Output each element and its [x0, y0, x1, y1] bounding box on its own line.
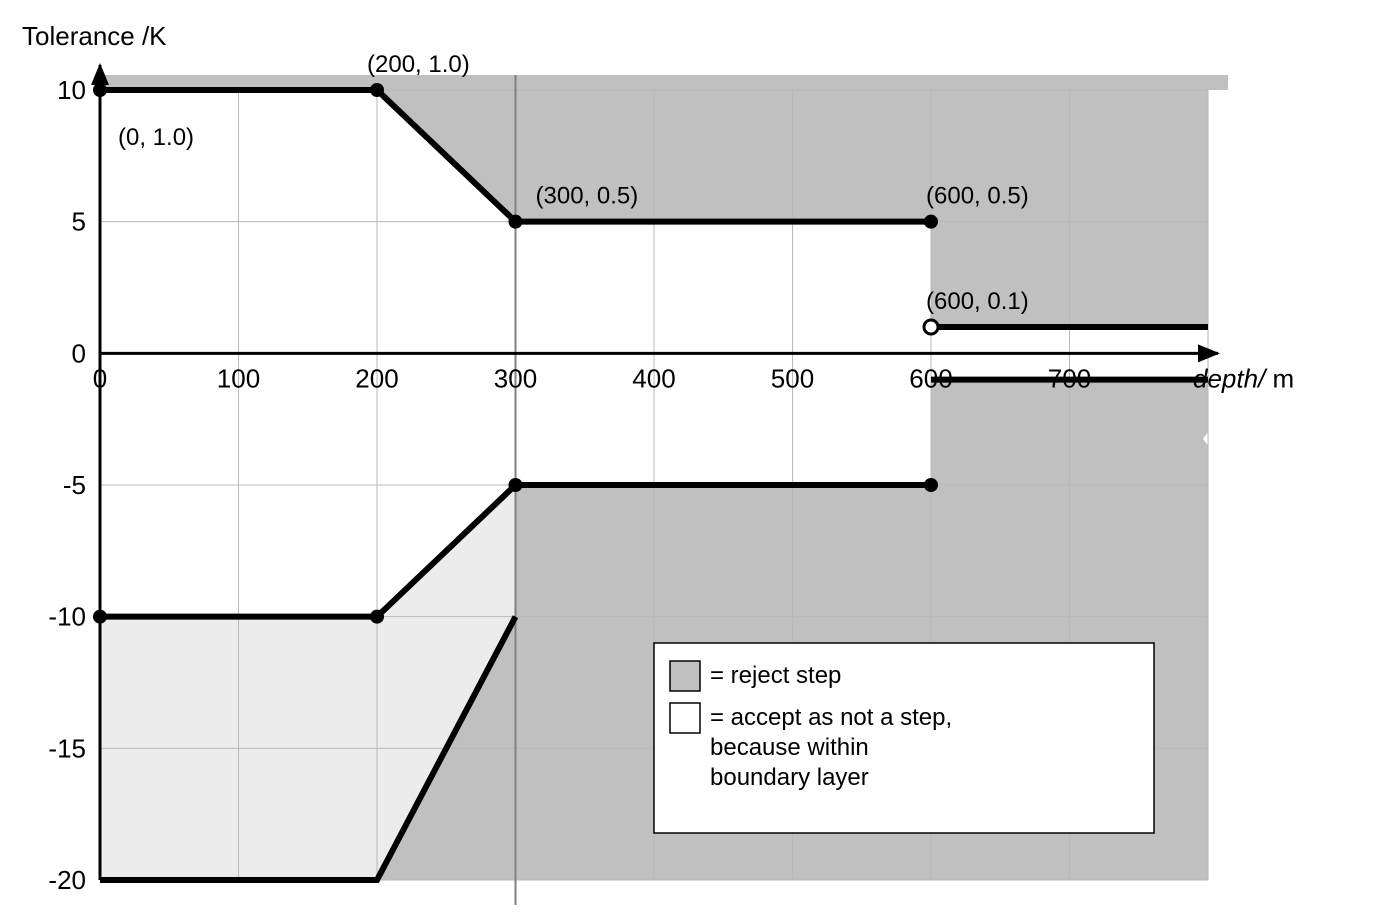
open-marker — [924, 320, 938, 334]
x-tick-label: 400 — [632, 363, 675, 393]
tolerance-depth-chart: 0 100 200 300 400 500 600 700 10 5 0 -5 -10 -15 -20 Tol… — [0, 0, 1398, 923]
legend-text: because within — [710, 734, 869, 761]
closed-marker — [370, 83, 384, 97]
legend-text: = reject step — [710, 662, 841, 689]
point-label: (600, 0.1) — [926, 288, 1029, 315]
x-tick-label: 200 — [355, 363, 398, 393]
y-tick-label: 5 — [72, 207, 86, 237]
legend: = reject step = accept as not a step, bec… — [654, 643, 1154, 833]
closed-marker — [924, 215, 938, 229]
x-tick-label: 600 — [909, 363, 952, 393]
x-tick-label: 100 — [217, 363, 260, 393]
closed-marker — [93, 610, 107, 624]
legend-text: = accept as not a step, — [710, 704, 952, 731]
point-label: (600, 0.5) — [926, 183, 1029, 210]
x-tick-label: 700 — [1048, 363, 1091, 393]
y-tick-label: -10 — [48, 602, 86, 632]
closed-marker — [93, 83, 107, 97]
y-tick-label: 10 — [57, 75, 86, 105]
x-axis-title: depth/ m — [1193, 363, 1294, 393]
y-tick-label: -20 — [48, 865, 86, 895]
closed-marker — [509, 478, 523, 492]
closed-marker — [509, 215, 523, 229]
x-tick-label: 300 — [494, 363, 537, 393]
closed-marker — [924, 478, 938, 492]
point-label: (300, 0.5) — [536, 183, 639, 210]
chart-svg: 0 100 200 300 400 500 600 700 10 5 0 -5 -10 -15 -20 Tol… — [0, 0, 1398, 923]
point-label: (200, 1.0) — [367, 51, 470, 78]
legend-swatch — [670, 661, 700, 691]
x-tick-label: 0 — [93, 363, 107, 393]
point-label: (0, 1.0) — [118, 124, 194, 151]
y-tick-label: 0 — [72, 338, 86, 368]
y-tick-label: -15 — [48, 733, 86, 763]
y-tick-label: -5 — [63, 470, 86, 500]
closed-marker — [370, 610, 384, 624]
y-axis-title: Tolerance /K — [22, 21, 167, 51]
legend-text: boundary layer — [710, 764, 869, 791]
legend-swatch — [670, 703, 700, 733]
x-tick-label: 500 — [771, 363, 814, 393]
